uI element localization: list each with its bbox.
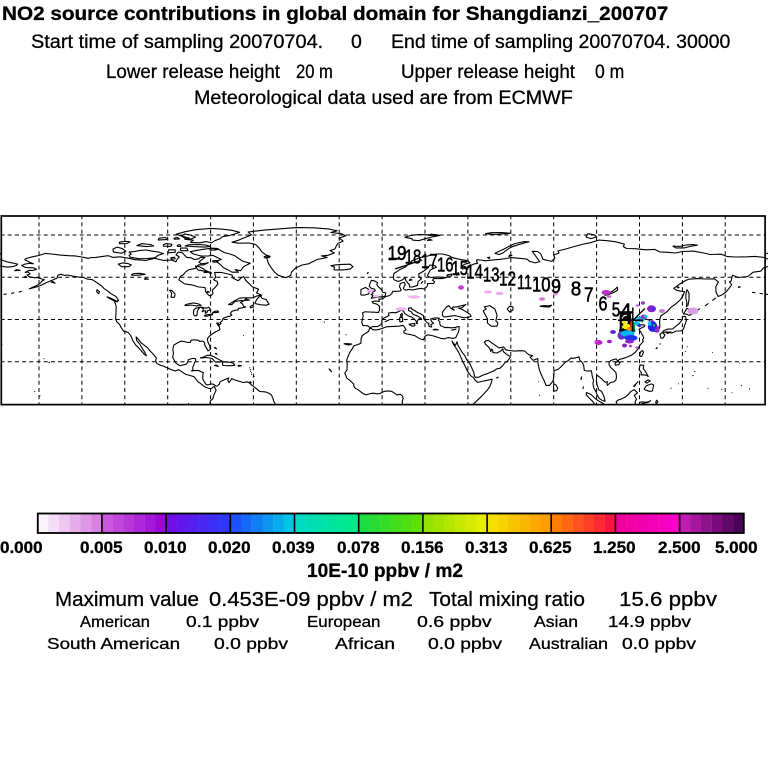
svg-text:14: 14 — [466, 262, 483, 284]
svg-text:1: 1 — [624, 312, 635, 334]
svg-text:9: 9 — [551, 276, 561, 298]
svg-text:5: 5 — [612, 300, 621, 322]
svg-text:17: 17 — [421, 251, 438, 273]
svg-text:19: 19 — [388, 243, 407, 265]
svg-text:18: 18 — [405, 247, 422, 269]
svg-text:15: 15 — [452, 258, 469, 280]
svg-text:8: 8 — [571, 279, 582, 301]
svg-text:4: 4 — [621, 301, 632, 323]
svg-text:11: 11 — [517, 272, 532, 294]
svg-text:13: 13 — [483, 265, 500, 287]
svg-text:10: 10 — [532, 275, 551, 297]
svg-text:16: 16 — [437, 255, 454, 277]
svg-text:12: 12 — [499, 269, 516, 291]
svg-text:7: 7 — [584, 285, 594, 307]
svg-text:6: 6 — [599, 294, 608, 316]
